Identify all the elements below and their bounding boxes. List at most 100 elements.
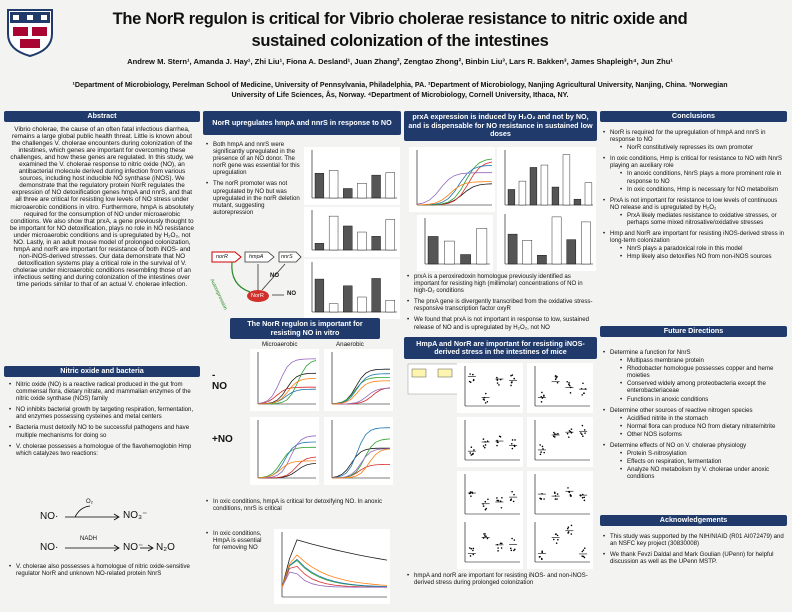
figure-dot [541, 551, 544, 554]
figure-panel [457, 363, 523, 413]
section-heading: Conclusions [600, 111, 787, 122]
figure-dot [470, 547, 473, 550]
figure-dot [583, 547, 586, 549]
figure-dot [484, 500, 487, 503]
figure-dot [539, 555, 541, 558]
label: NorR [251, 293, 264, 299]
label: NADH [80, 536, 98, 542]
section-heading: prxA expression is induced by H₂O₂ and n… [404, 111, 597, 141]
schematic [407, 363, 459, 395]
figure-dot [555, 433, 557, 436]
bullet: The norR promoter was not upregulated by… [205, 180, 301, 215]
figure-dot [472, 549, 474, 552]
figure-dot [486, 400, 489, 403]
bullet: In oxic conditions, HmpA is essential fo… [205, 530, 267, 551]
figure-dot [497, 441, 499, 444]
figure-bar [328, 170, 339, 199]
figure-dot [566, 432, 569, 435]
figure-dot [483, 399, 486, 401]
figure-dot [568, 382, 570, 384]
bullet: This study was supported by the NIH/NIAI… [602, 533, 786, 547]
sub-bullet: Other NOS isoforms [610, 431, 786, 438]
figure-bar [328, 215, 339, 251]
bullet: We found that prxA is not important in r… [406, 316, 596, 330]
figure-curve [331, 447, 390, 478]
bullet: Bacteria must detoxify NO to be successf… [8, 424, 196, 438]
section-heading: HmpA and NorR are important for resistin… [404, 337, 597, 359]
figure-bar [522, 240, 533, 265]
figure-bar [427, 236, 439, 265]
bullet-text: In oxic conditions, Hmp is critical for … [610, 155, 783, 170]
figure-panel [324, 349, 393, 411]
authors: Andrew M. Stern¹, Amanda J. Hay¹, Zhi Li… [127, 57, 673, 66]
figure-dot [514, 548, 516, 551]
figure-dot [500, 542, 503, 545]
bullet: In oxic conditions, Hmp is critical for … [602, 155, 786, 193]
bullet: Determine a function for NnrSMultipass m… [602, 349, 786, 403]
figure-dot [512, 500, 515, 503]
figure-dot [583, 499, 586, 502]
figure-dot [567, 436, 570, 438]
figure-dot [496, 499, 498, 502]
figure-dot [484, 402, 487, 404]
figure-dot [468, 380, 471, 383]
section-heading: Acknowledgements [600, 515, 787, 526]
figure-dot [511, 447, 514, 450]
figure-bar [460, 254, 471, 265]
sub-bullet: Conserved widely among proteobacteria ex… [610, 380, 786, 394]
bullet-text: Determine other sources of reactive nitr… [610, 406, 753, 414]
figure-bar [357, 296, 367, 313]
bullet-text: Determine a function for NnrS [610, 349, 691, 356]
figure-dot [540, 498, 542, 500]
figure-dot [510, 384, 512, 387]
label: hmpA [249, 254, 264, 260]
figure-dot [540, 401, 543, 403]
figure-bar [343, 225, 353, 251]
figure-dot [543, 498, 545, 500]
figure-panel [457, 471, 523, 521]
figure-dot [485, 507, 488, 510]
figure-bar [566, 239, 577, 265]
bullet-list: NorR is required for the upregulation of… [602, 129, 786, 265]
figure-dot [510, 499, 512, 501]
figure-bar [385, 172, 395, 199]
bullet-list: hmpA and norR are important for resistin… [406, 572, 596, 590]
figure-dot [496, 382, 499, 384]
reaction-arrows [65, 505, 154, 552]
figure-dot [513, 377, 516, 380]
figure-dot [514, 439, 516, 441]
figure-dot [472, 373, 474, 376]
figure-curve [257, 386, 316, 404]
figure-dot [501, 497, 503, 499]
figure-dot [499, 500, 502, 502]
figure-curve [331, 380, 391, 405]
figure-dot [568, 430, 571, 432]
label: NO [270, 273, 279, 279]
figure-curve [331, 427, 391, 479]
logo [7, 9, 53, 58]
figure-dot [499, 436, 502, 438]
figure-dot [510, 381, 513, 384]
figure-dot [581, 550, 584, 553]
label: NO· [40, 511, 59, 522]
figure-dot [482, 505, 485, 507]
figure-dot [583, 556, 586, 559]
label: NO· [40, 542, 59, 553]
schematic [437, 368, 453, 378]
figure-dot [568, 384, 571, 387]
figure-curve [281, 554, 388, 588]
figure-dot [541, 558, 543, 561]
figure-bar [562, 154, 571, 206]
figure-dot [510, 549, 513, 552]
schematic [411, 368, 427, 378]
figure-dot [513, 549, 515, 552]
label: Anaerobic [336, 341, 364, 348]
figure-curve [332, 387, 391, 405]
figure-dot [510, 442, 513, 445]
figure-dot [511, 490, 513, 493]
bullet-text: Hmp and NorR are important for resisting… [610, 230, 785, 245]
figure-dot [583, 496, 586, 499]
figure-dot [569, 495, 572, 497]
figure-dot [554, 498, 557, 500]
